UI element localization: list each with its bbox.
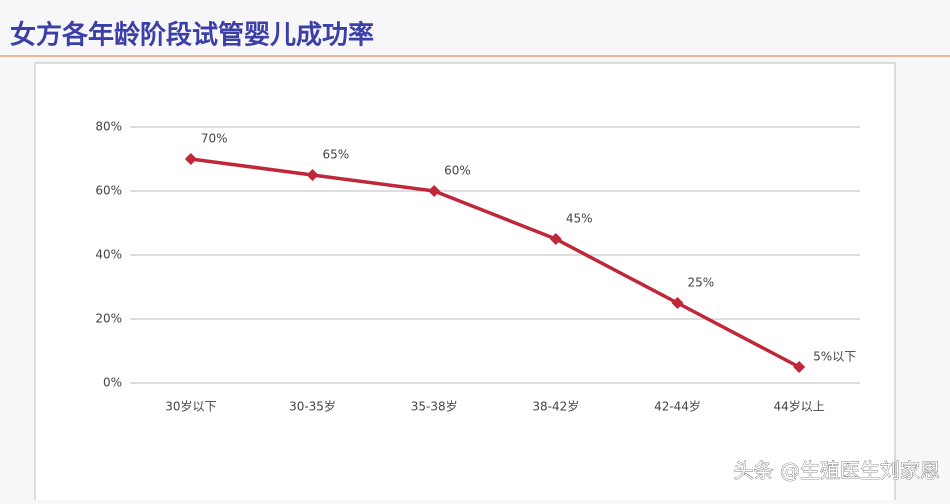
y-tick-label: 80%	[95, 120, 122, 134]
data-label: 65%	[323, 148, 350, 162]
chart-frame	[34, 62, 896, 504]
data-point	[428, 185, 441, 197]
y-tick-label: 20%	[95, 312, 122, 326]
y-tick-label: 60%	[95, 184, 122, 198]
x-tick-label: 30-35岁	[289, 399, 336, 414]
data-point	[549, 233, 562, 245]
data-label: 60%	[444, 164, 471, 178]
data-point	[671, 297, 684, 309]
chart-title: 女方各年龄阶段试管婴儿成功率	[10, 20, 374, 51]
data-line	[190, 157, 800, 369]
data-label: 5%以下	[813, 350, 856, 364]
y-tick-label: 0%	[103, 376, 122, 390]
x-tick-label: 38-42岁	[532, 399, 579, 414]
data-label: 25%	[688, 276, 715, 290]
data-point	[306, 169, 319, 181]
data-point	[793, 361, 806, 373]
x-tick-label: 30岁以下	[165, 399, 216, 414]
x-tick-label: 44岁以上	[774, 399, 825, 414]
data-point	[184, 153, 197, 165]
y-tick-label: 40%	[95, 248, 122, 262]
data-label: 45%	[566, 212, 593, 226]
x-tick-label: 35-38岁	[411, 399, 458, 414]
watermark: 头条 @生殖医生刘家恩	[734, 459, 940, 483]
data-label: 70%	[201, 132, 228, 146]
x-tick-label: 42-44岁	[654, 399, 701, 414]
